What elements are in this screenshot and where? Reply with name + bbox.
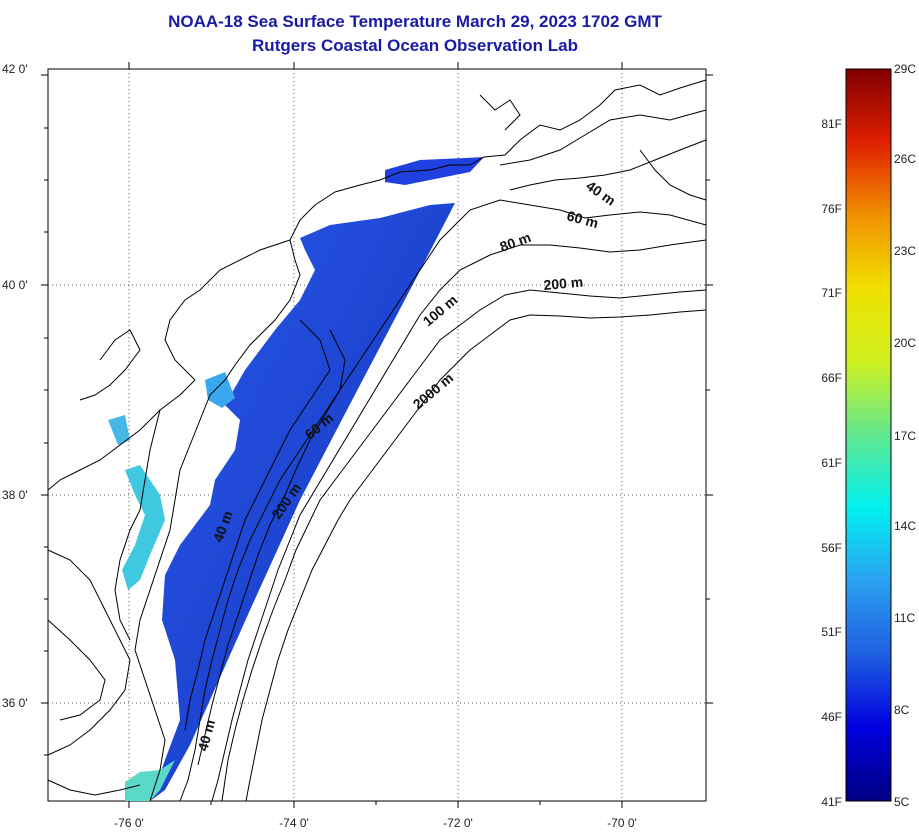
- colorbar-label-61f: 61F: [821, 456, 842, 470]
- colorbar-label-71f: 71F: [821, 286, 842, 300]
- colorbar-label-26c: 26C: [894, 152, 916, 166]
- isobath-200m: [221, 289, 707, 802]
- colorbar-label-5c: 5C: [894, 795, 910, 809]
- colorbar-label-66f: 66F: [821, 371, 842, 385]
- sst-chesapeake-upper: [108, 415, 130, 445]
- isobath-60m-shelf: [197, 329, 346, 766]
- isobath-40m-shelf: [184, 319, 331, 731]
- colorbar: [845, 68, 892, 802]
- lon-label-70: -70 0': [607, 816, 637, 830]
- coastline: [47, 79, 707, 802]
- lat-label-36: 36 0': [2, 696, 28, 710]
- map-subtitle: Rutgers Coastal Ocean Observation Lab: [252, 36, 578, 55]
- contour-label-40m-south: 40 m: [194, 718, 218, 753]
- lat-label-40: 40 0': [2, 278, 28, 292]
- colorbar-label-23c: 23C: [894, 244, 916, 258]
- colorbar-fahrenheit-labels: 81F 76F 71F 66F 61F 56F 51F 46F 41F: [821, 117, 842, 809]
- colorbar-label-46f: 46F: [821, 710, 842, 724]
- colorbar-label-17c: 17C: [894, 429, 916, 443]
- isobath-2000m: [245, 309, 707, 802]
- colorbar-label-56f: 56F: [821, 541, 842, 555]
- lon-label-72: -72 0': [443, 816, 473, 830]
- colorbar-label-29c: 29C: [894, 62, 916, 76]
- lon-label-74: -74 0': [279, 816, 309, 830]
- colorbar-label-14c: 14C: [894, 519, 916, 533]
- isobath-80m: [211, 239, 707, 802]
- colorbar-label-76f: 76F: [821, 202, 842, 216]
- sst-chesapeake-bay: [122, 465, 165, 590]
- sst-long-island-sound: [385, 157, 484, 185]
- colorbar-label-51f: 51F: [821, 625, 842, 639]
- colorbar-label-11c: 11C: [894, 611, 915, 625]
- lon-label-76: -76 0': [114, 816, 144, 830]
- axis-tick-marks: [41, 62, 713, 808]
- sst-delaware-bay: [205, 372, 235, 408]
- map-frame: [47, 68, 707, 802]
- colorbar-label-41f: 41F: [821, 795, 842, 809]
- colorbar-celsius-labels: 29C 26C 23C 20C 17C 14C 11C 8C 5C: [894, 62, 916, 809]
- map-title: NOAA-18 Sea Surface Temperature March 29…: [168, 12, 662, 31]
- sst-pamlico-south: [125, 760, 175, 801]
- contour-label-60m-ne: 60 m: [565, 207, 600, 231]
- isobath-40m: [509, 139, 707, 191]
- colorbar-label-81f: 81F: [821, 117, 842, 131]
- contour-label-200m-ne: 200 m: [543, 274, 584, 293]
- colorbar-label-8c: 8C: [894, 703, 910, 717]
- isobaths: [179, 139, 707, 802]
- colorbar-label-20c: 20C: [894, 336, 916, 350]
- lat-label-38: 38 0': [2, 488, 28, 502]
- lat-label-42: 42 0': [2, 62, 28, 76]
